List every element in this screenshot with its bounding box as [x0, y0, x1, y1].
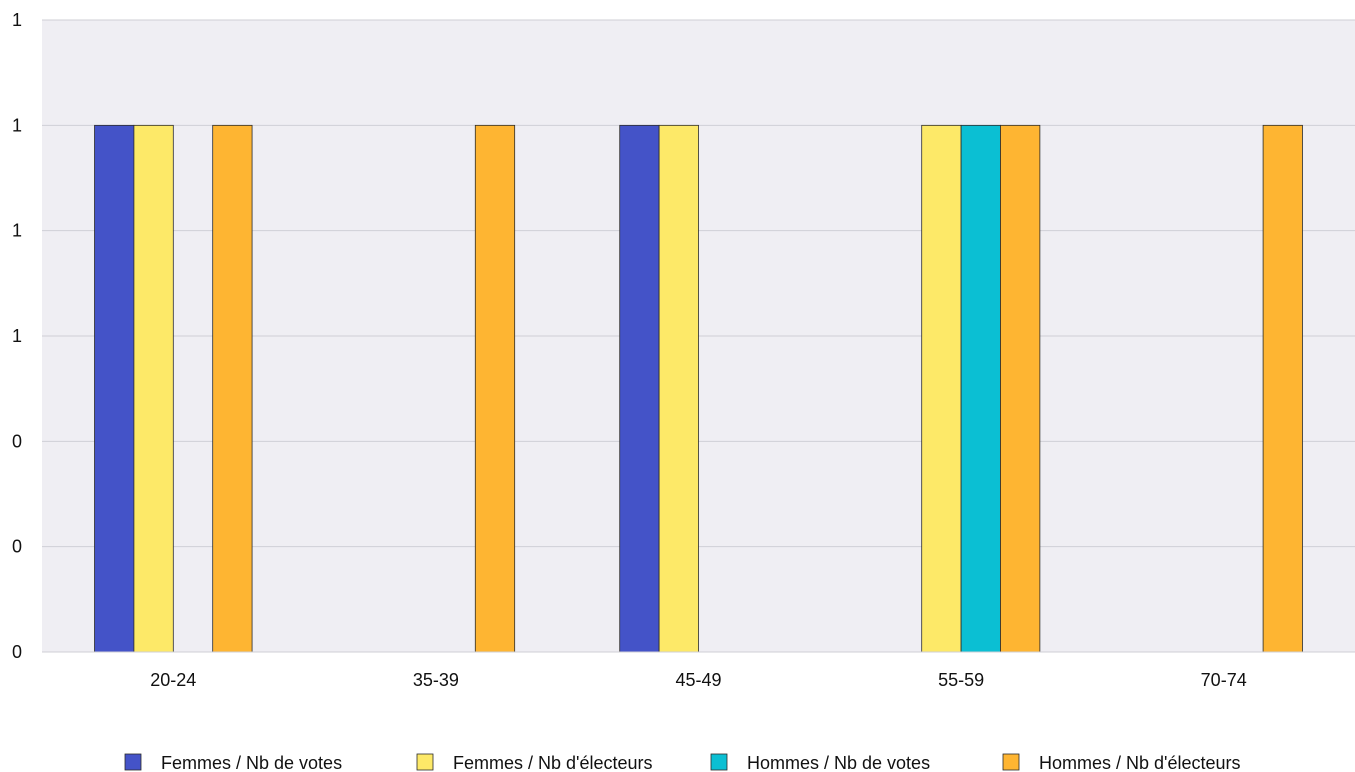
y-tick-label: 0 — [12, 431, 22, 451]
x-tick-label: 35-39 — [413, 670, 459, 690]
y-tick-label: 0 — [12, 537, 22, 557]
legend-item: Femmes / Nb de votes — [124, 753, 342, 772]
bar — [921, 124, 962, 653]
bar — [133, 124, 174, 653]
bar — [474, 124, 516, 653]
legend-swatch — [1002, 753, 1020, 771]
legend-label: Femmes / Nb de votes — [161, 753, 342, 772]
bar-series — [94, 124, 1303, 653]
y-tick-label: 1 — [12, 10, 22, 30]
bar — [94, 124, 135, 653]
y-tick-label: 1 — [12, 221, 22, 241]
legend-item: Hommes / Nb d'électeurs — [1002, 753, 1241, 772]
y-axis: 0 0 0 1 1 1 1 — [12, 10, 22, 662]
bar — [658, 124, 699, 653]
legend-item: Femmes / Nb d'électeurs — [416, 753, 653, 772]
legend-item: Hommes / Nb de votes — [710, 753, 930, 772]
y-tick-label: 0 — [12, 642, 22, 662]
legend-swatch — [710, 753, 728, 771]
x-axis: 20-24 35-39 45-49 55-59 70-74 — [150, 670, 1246, 690]
x-tick-label: 70-74 — [1201, 670, 1247, 690]
bar — [960, 124, 1001, 653]
bar — [1000, 124, 1041, 653]
bar — [1262, 124, 1303, 653]
legend: Femmes / Nb de votes Femmes / Nb d'électe… — [124, 753, 1241, 772]
y-tick-label: 1 — [12, 326, 22, 346]
legend-swatch — [416, 753, 434, 771]
legend-label: Femmes / Nb d'électeurs — [453, 753, 653, 772]
y-tick-label: 1 — [12, 115, 22, 135]
legend-swatch — [124, 753, 142, 771]
legend-label: Hommes / Nb de votes — [747, 753, 930, 772]
x-tick-label: 55-59 — [938, 670, 984, 690]
legend-label: Hommes / Nb d'électeurs — [1039, 753, 1241, 772]
x-tick-label: 45-49 — [675, 670, 721, 690]
x-tick-label: 20-24 — [150, 670, 196, 690]
bar — [619, 124, 660, 653]
bar — [212, 124, 253, 653]
